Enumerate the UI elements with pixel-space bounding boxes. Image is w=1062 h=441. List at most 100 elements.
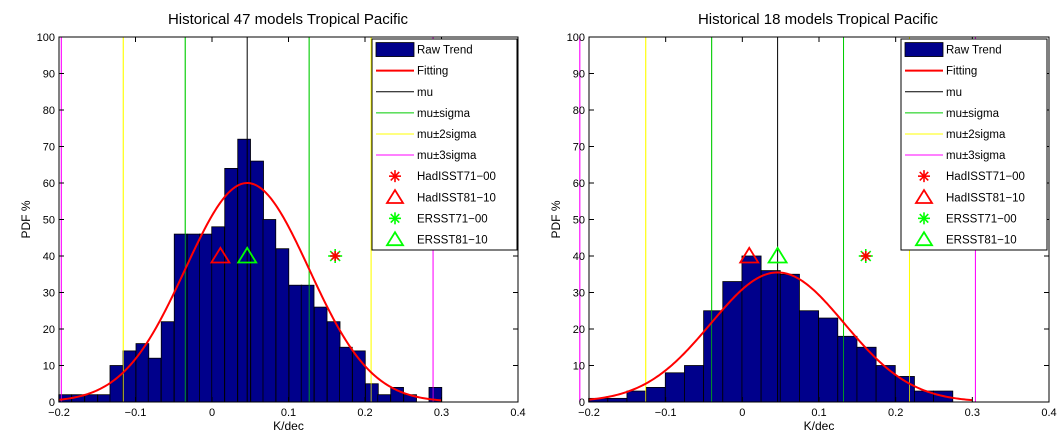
x-tick-label: 0.1	[281, 407, 296, 419]
legend-swatch-ersst71-00	[918, 212, 930, 225]
ersst81-10-marker	[766, 246, 789, 264]
y-tick-label: 30	[573, 288, 585, 300]
legend-entry-label: Raw Trend	[417, 45, 473, 57]
legend-entry-label: HadISST81−10	[946, 192, 1025, 204]
x-tick-label: 0.2	[357, 407, 372, 419]
hadisst71-00-marker	[330, 251, 341, 261]
legend-entry-label: mu	[417, 87, 433, 99]
x-axis-label: K/dec	[273, 419, 304, 433]
chart-panel-left: 0 10 20 30 40 50 60 70 80 90 100 −0.2 −0.1 0 0.1 0.2 0.3…	[19, 11, 526, 433]
legend-entry-label: mu±3sigma	[946, 150, 1006, 162]
y-tick-label: 50	[573, 215, 585, 227]
histogram-bar	[109, 365, 124, 403]
histogram-bar	[250, 160, 264, 403]
y-tick-label: 20	[573, 324, 585, 336]
histogram-bar	[97, 394, 111, 403]
legend-swatch-ersst81-10	[385, 230, 405, 247]
histogram-bar	[135, 343, 150, 403]
legend-entry-label: Fitting	[946, 66, 977, 78]
histogram-bar	[199, 233, 213, 403]
x-tick-label: 0.4	[510, 407, 525, 419]
histogram-bar	[365, 383, 379, 403]
histogram-bar	[377, 394, 391, 403]
hadisst81-10-marker	[209, 246, 232, 264]
legend-entry-label: HadISST81−10	[417, 192, 496, 204]
legend-swatch-raw-trend	[904, 42, 944, 57]
y-tick-label: 80	[573, 105, 585, 117]
histogram-bar	[122, 350, 137, 403]
histogram-bar	[160, 321, 175, 403]
y-tick-label: 40	[43, 251, 55, 263]
legend-entry-label: mu	[946, 87, 962, 99]
histogram-bar	[818, 317, 839, 403]
legend-entry-label: ERSST81−10	[946, 234, 1017, 246]
x-tick-label: 0.4	[1041, 407, 1056, 419]
x-tick-label: 0.3	[965, 407, 980, 419]
legend-entry-label: mu±2sigma	[946, 129, 1006, 141]
y-tick-label: 20	[43, 324, 55, 336]
legend-entry-label: ERSST81−10	[417, 234, 488, 246]
y-tick-label: 40	[573, 251, 585, 263]
y-tick-label: 80	[43, 105, 55, 117]
hadisst71-00-marker	[860, 251, 871, 261]
legend-swatch-hadisst81-10	[914, 188, 934, 204]
histogram-bar	[837, 335, 858, 403]
histogram-bar	[799, 310, 820, 403]
y-tick-label: 10	[43, 361, 55, 373]
histogram-bar	[703, 310, 724, 403]
legend: Raw Trend Fitting mu mu±sigma mu±2sigma mu±3s…	[900, 38, 1048, 251]
x-tick-label: 0	[739, 407, 745, 419]
legend-swatch-ersst71-00	[389, 212, 401, 225]
chart-panel-right: 0 10 20 30 40 50 60 70 80 90 100 −0.2 −0.1 0 0.1 0.2 0.3…	[549, 11, 1057, 433]
histogram-bar	[339, 346, 353, 403]
x-tick-label: 0	[209, 407, 215, 419]
y-tick-label: 100	[567, 32, 585, 44]
legend-swatch-ersst81-10	[914, 230, 934, 247]
histogram-bar	[262, 219, 277, 403]
x-tick-label: 0.3	[434, 407, 449, 419]
y-tick-label: 30	[43, 288, 55, 300]
histogram-bar	[237, 138, 251, 403]
x-tick-label: 0.2	[888, 407, 903, 419]
legend-entry-label: mu±3sigma	[417, 150, 477, 162]
y-axis-label: PDF %	[549, 200, 563, 238]
histogram-bar	[684, 365, 705, 403]
legend-swatch-hadisst71-00	[918, 170, 930, 183]
histogram-bar	[224, 167, 238, 403]
histogram-bar	[147, 357, 162, 403]
legend-entry-label: ERSST71−00	[946, 213, 1017, 225]
y-tick-label: 50	[43, 215, 55, 227]
y-tick-label: 0	[579, 397, 585, 409]
y-tick-label: 60	[573, 178, 585, 190]
legend-entry-label: mu±sigma	[946, 108, 1000, 120]
legend-entry-label: Raw Trend	[946, 45, 1002, 57]
legend-entry-label: ERSST71−00	[417, 213, 488, 225]
legend-swatch-hadisst81-10	[385, 188, 405, 204]
legend-entry-label: HadISST71−00	[417, 171, 496, 183]
histogram-bar	[275, 248, 290, 403]
legend-box	[900, 38, 1048, 251]
y-tick-label: 100	[37, 32, 55, 44]
fitting-curve	[58, 181, 442, 402]
y-tick-label: 70	[573, 142, 585, 154]
chart-title: Historical 47 models Tropical Pacific	[168, 11, 409, 28]
histogram-bar	[875, 365, 896, 403]
histogram-bar	[664, 372, 685, 403]
x-tick-label: 0.1	[811, 407, 826, 419]
x-axis-label: K/dec	[804, 419, 835, 433]
x-tick-label: −0.2	[48, 407, 70, 419]
legend-swatch-hadisst71-00	[389, 170, 401, 183]
histogram-bar	[607, 397, 628, 403]
x-tick-label: −0.1	[655, 407, 677, 419]
legend: Raw Trend Fitting mu mu±sigma mu±2sigma mu±3s…	[371, 38, 518, 251]
chart-title: Historical 18 models Tropical Pacific	[698, 11, 939, 28]
y-tick-label: 60	[43, 178, 55, 190]
y-tick-label: 90	[43, 69, 55, 81]
ersst81-10-marker	[236, 246, 258, 264]
legend-entry-label: mu±sigma	[417, 108, 471, 120]
histogram-bar	[326, 321, 341, 403]
y-tick-label: 70	[43, 142, 55, 154]
x-tick-label: −0.2	[578, 407, 600, 419]
histogram-bar	[626, 390, 647, 403]
